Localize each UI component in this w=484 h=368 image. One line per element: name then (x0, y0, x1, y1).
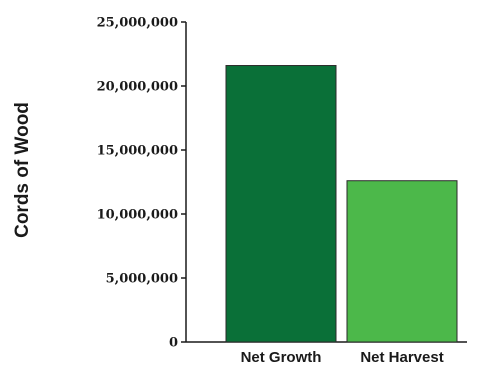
y-tick-label: 5,000,000 (106, 272, 178, 287)
y-tick-label: 0 (169, 336, 178, 351)
x-category-label: Net Harvest (360, 349, 443, 366)
bar-net-growth (225, 65, 337, 343)
y-tick-label: 25,000,000 (97, 16, 178, 31)
x-category-label: Net Growth (241, 349, 322, 366)
bars (225, 65, 458, 343)
bar-net-harvest (346, 180, 458, 343)
y-tick-label: 15,000,000 (97, 144, 178, 159)
y-tick-label: 10,000,000 (97, 208, 178, 223)
y-axis: 0 5,000,000 10,000,000 15,000,000 20,000,000… (97, 16, 467, 351)
y-axis-title: Cords of Wood (12, 102, 33, 238)
y-tick-label: 20,000,000 (97, 80, 178, 95)
x-axis-labels: Net Growth Net Harvest (241, 349, 444, 366)
